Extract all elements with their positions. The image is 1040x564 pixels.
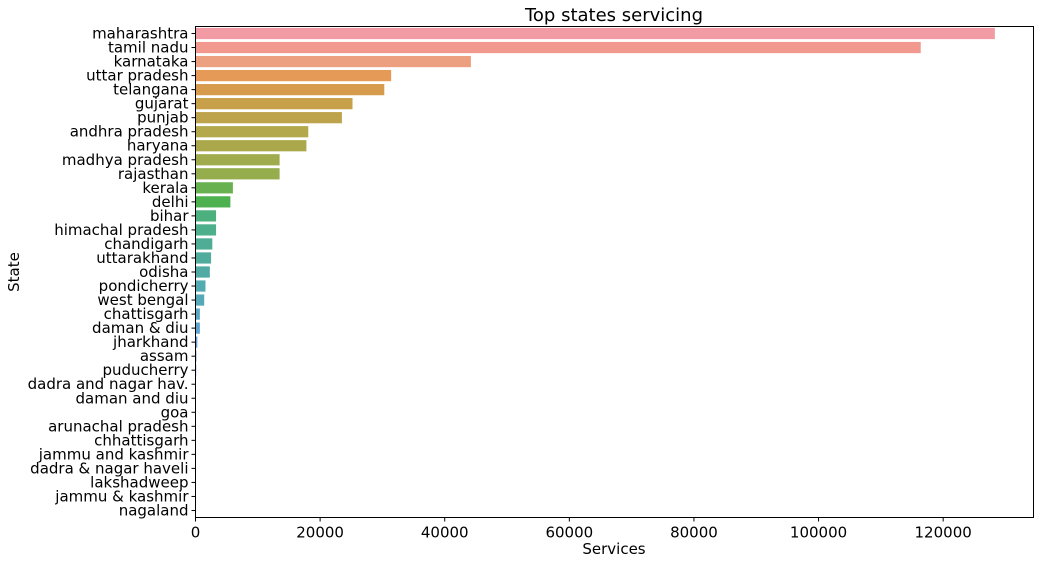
y-tick-label-7: andhra pradesh [70, 123, 189, 141]
plot-frame [195, 26, 1034, 518]
bar-19 [195, 294, 205, 306]
y-tick-label-30: jammu and kashmir [38, 445, 190, 463]
y-tick-label-12: delhi [152, 193, 189, 211]
y-tick-label-4: telangana [113, 81, 188, 99]
y-tick-label-16: uttarakhand [96, 249, 188, 267]
bar-13 [195, 210, 217, 222]
chart-title: Top states servicing [524, 5, 703, 26]
bar-14 [195, 224, 217, 236]
y-tick-label-23: assam [140, 347, 189, 365]
y-tick-label-34: nagaland [119, 501, 189, 519]
bar-16 [195, 252, 212, 264]
y-tick-label-27: goa [161, 403, 189, 421]
y-tick-label-3: uttar pradesh [86, 67, 188, 85]
x-tick-label-5: 100000 [790, 524, 847, 542]
x-tick-label-1: 20000 [296, 524, 344, 542]
y-tick-label-17: odisha [139, 263, 188, 281]
bar-20 [195, 308, 200, 320]
y-tick-label-2: karnataka [114, 53, 189, 71]
x-tick-label-2: 40000 [421, 524, 469, 542]
bar-17 [195, 266, 210, 278]
bar-6 [195, 112, 342, 124]
bar-8 [195, 140, 307, 152]
y-tick-label-33: jammu & kashmir [54, 487, 189, 505]
bar-7 [195, 126, 309, 138]
bar-10 [195, 168, 280, 180]
y-tick-label-22: jharkhand [112, 333, 188, 351]
x-tick-label-4: 80000 [670, 524, 718, 542]
bars-group [195, 27, 995, 517]
y-tick-label-18: pondicherry [99, 277, 189, 295]
y-tick-label-24: puducherry [103, 361, 189, 379]
y-tick-label-32: lakshadweep [90, 473, 188, 491]
bar-1 [195, 41, 921, 54]
y-tick-label-11: kerala [142, 179, 188, 197]
bar-9 [195, 154, 280, 166]
y-tick-label-14: himachal pradesh [54, 221, 188, 239]
y-tick-label-15: chandigarh [104, 235, 188, 253]
bar-12 [195, 196, 231, 208]
x-tick-label-3: 60000 [545, 524, 593, 542]
y-tick-label-31: dadra & nagar haveli [30, 459, 188, 477]
y-tick-label-10: rajasthan [118, 165, 189, 183]
y-tick-label-28: arunachal pradesh [48, 417, 188, 435]
bar-18 [195, 280, 206, 292]
x-ticks: 0 20000 40000 60000 80000 100000 120000 [191, 517, 972, 542]
y-tick-label-1: tamil nadu [108, 39, 189, 57]
y-tick-label-9: madhya pradesh [62, 151, 189, 169]
x-axis-title: Services [582, 540, 645, 558]
bar-2 [195, 55, 471, 68]
y-tick-label-21: daman & diu [92, 319, 188, 337]
bar-4 [195, 84, 385, 96]
bar-5 [195, 98, 353, 110]
bar-22 [195, 336, 198, 348]
bar-11 [195, 182, 233, 194]
y-tick-label-8: haryana [127, 137, 189, 155]
bar-0 [195, 27, 995, 40]
bar-21 [195, 322, 200, 334]
y-tick-label-13: bihar [150, 207, 189, 225]
x-tick-label-0: 0 [191, 524, 201, 542]
y-tick-label-26: daman and diu [76, 389, 189, 407]
y-tick-label-0: maharashtra [92, 25, 188, 43]
bar-3 [195, 69, 392, 82]
y-tick-label-25: dadra and nagar hav. [28, 375, 189, 393]
bar-15 [195, 238, 213, 250]
y-tick-label-5: gujarat [135, 95, 189, 113]
x-tick-label-6: 120000 [915, 524, 972, 542]
y-tick-label-29: chhattisgarh [94, 431, 188, 449]
y-tick-label-6: punjab [137, 109, 188, 127]
y-tick-label-19: west bengal [97, 291, 188, 309]
y-tick-label-20: chattisgarh [104, 305, 189, 323]
y-axis-title: State [5, 252, 23, 292]
